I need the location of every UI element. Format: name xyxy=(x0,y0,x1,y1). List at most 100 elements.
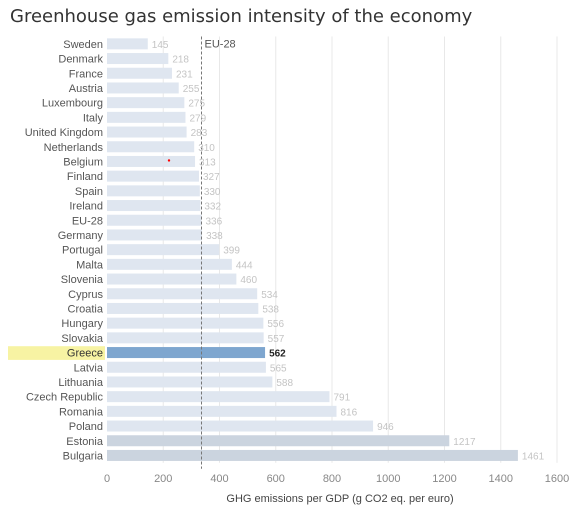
category-label: Romania xyxy=(59,406,104,418)
x-tick-label: 1400 xyxy=(489,473,513,485)
x-tick-label: 800 xyxy=(323,473,341,485)
x-tick-label: 200 xyxy=(154,473,172,485)
bar xyxy=(107,244,220,256)
category-label: Italy xyxy=(83,112,104,124)
x-axis-label: GHG emissions per GDP (g CO2 eq. per eur… xyxy=(226,493,453,505)
bar xyxy=(107,405,337,417)
bar xyxy=(107,185,200,197)
category-label: United Kingdom xyxy=(25,127,103,139)
bar xyxy=(107,126,187,138)
category-label: Latvia xyxy=(74,362,104,374)
category-label: Germany xyxy=(58,230,104,242)
value-label: 255 xyxy=(183,84,200,95)
value-label: 336 xyxy=(206,216,223,227)
category-label: France xyxy=(69,68,103,80)
bar xyxy=(107,347,266,359)
value-label: 145 xyxy=(152,40,169,51)
value-label: 275 xyxy=(188,99,205,110)
category-label: Cyprus xyxy=(68,289,103,301)
value-label: 279 xyxy=(189,113,206,124)
category-label: EU-28 xyxy=(72,215,103,227)
bar xyxy=(107,67,172,79)
value-label: 1217 xyxy=(453,437,476,448)
value-label: 556 xyxy=(267,319,284,330)
category-label: Bulgaria xyxy=(63,450,104,462)
value-label: 816 xyxy=(341,407,358,418)
value-label: 283 xyxy=(191,128,208,139)
bar xyxy=(107,214,202,226)
category-label: Estonia xyxy=(66,436,104,448)
category-label: Portugal xyxy=(62,245,103,257)
x-tick-label: 1200 xyxy=(432,473,456,485)
category-label: Ireland xyxy=(69,201,103,213)
category-label: Malta xyxy=(76,259,104,271)
value-label: 444 xyxy=(236,260,253,271)
value-label: 310 xyxy=(198,143,215,154)
value-label: 399 xyxy=(223,246,240,257)
value-label: 538 xyxy=(262,304,279,315)
category-label: Belgium xyxy=(63,156,103,168)
chart-title: Greenhouse gas emission intensity of the… xyxy=(10,6,473,27)
marker-dot xyxy=(167,159,171,162)
category-label: Spain xyxy=(75,186,103,198)
value-label: 565 xyxy=(270,363,287,374)
bar xyxy=(107,376,273,388)
bar xyxy=(107,155,196,167)
category-label: Austria xyxy=(69,83,104,95)
value-label: 338 xyxy=(206,231,223,242)
value-label: 946 xyxy=(377,422,394,433)
value-label: 231 xyxy=(176,69,193,80)
category-label: Luxembourg xyxy=(42,98,103,110)
category-label: Lithuania xyxy=(58,377,104,389)
bar xyxy=(107,141,195,153)
bar xyxy=(107,53,169,65)
bar xyxy=(107,391,330,403)
category-label: Denmark xyxy=(58,54,103,66)
bar xyxy=(107,97,185,109)
bar xyxy=(107,229,203,241)
bar xyxy=(107,273,237,285)
value-label: 588 xyxy=(276,378,293,389)
category-label: Poland xyxy=(69,421,103,433)
category-label: Finland xyxy=(67,171,103,183)
x-tick-label: 600 xyxy=(267,473,285,485)
value-label: 332 xyxy=(204,202,221,213)
reference-line-label: EU-28 xyxy=(205,39,236,51)
value-label: 557 xyxy=(268,334,285,345)
value-label: 534 xyxy=(261,290,278,301)
value-label: 218 xyxy=(172,55,189,66)
category-label: Sweden xyxy=(63,39,103,51)
x-tick-label: 1600 xyxy=(545,473,569,485)
value-label: 791 xyxy=(333,393,350,404)
bar xyxy=(107,449,518,461)
category-label: Croatia xyxy=(68,303,104,315)
value-label: 460 xyxy=(240,275,257,286)
value-label: 330 xyxy=(204,187,221,198)
x-tick-label: 1000 xyxy=(376,473,400,485)
bar xyxy=(107,82,179,94)
bar xyxy=(107,111,186,123)
highlight-band xyxy=(8,346,105,360)
category-label: Czech Republic xyxy=(26,392,104,404)
category-label: Netherlands xyxy=(44,142,104,154)
category-label: Greece xyxy=(67,348,103,360)
category-label: Slovenia xyxy=(61,274,104,286)
bar xyxy=(107,288,258,300)
bar xyxy=(107,332,264,344)
bar xyxy=(107,38,148,50)
category-label: Hungary xyxy=(61,318,103,330)
bar xyxy=(107,420,374,432)
bar xyxy=(107,302,259,314)
x-tick-label: 0 xyxy=(104,473,110,485)
value-label: 1461 xyxy=(522,451,545,462)
bar xyxy=(107,200,201,212)
bar xyxy=(107,170,199,182)
bar xyxy=(107,435,450,447)
value-label: 562 xyxy=(269,349,286,360)
x-tick-label: 400 xyxy=(210,473,228,485)
category-label: Slovakia xyxy=(61,333,103,345)
value-label: 327 xyxy=(203,172,220,183)
value-label: 313 xyxy=(199,157,216,168)
bar xyxy=(107,317,264,329)
